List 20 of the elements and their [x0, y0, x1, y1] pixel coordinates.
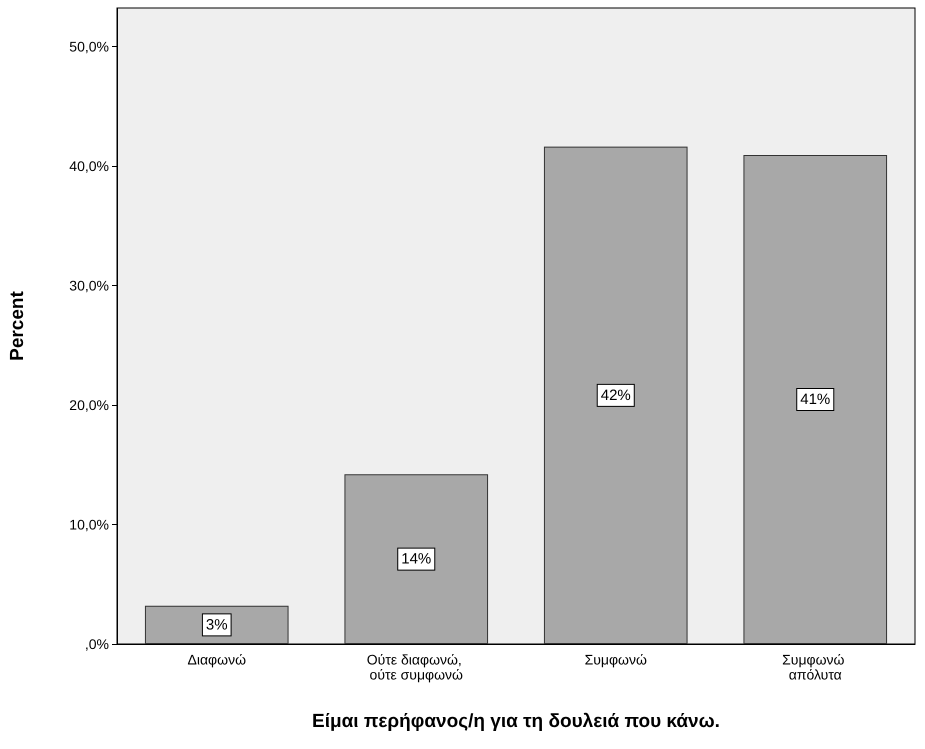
y-axis-title: Percent	[7, 290, 28, 361]
x-axis-title: Είμαι περήφανος/η για τη δουλειά που κάνω.	[312, 711, 720, 732]
y-tick-label: 40,0%	[69, 158, 109, 174]
bar	[144, 606, 289, 644]
y-tick-label: ,0%	[84, 636, 109, 652]
y-tick-label: 10,0%	[69, 516, 109, 532]
y-tick-label: 20,0%	[69, 396, 109, 413]
x-tick-label: Συμφωνώ απόλυτα	[782, 652, 848, 682]
bar	[344, 474, 488, 644]
x-tick-label: Διαφωνώ	[188, 652, 246, 668]
data-label: 42%	[600, 386, 631, 404]
y-tick-label: 50,0%	[69, 38, 109, 54]
bar	[743, 155, 888, 644]
data-label: 3%	[206, 616, 228, 634]
bar	[544, 146, 688, 644]
x-tick-label: Συμφωνώ	[584, 652, 647, 668]
x-tick-label: Ούτε διαφωνώ, ούτε συμφωνώ	[366, 652, 466, 682]
data-label: 14%	[401, 550, 432, 568]
y-tick-label: 30,0%	[69, 277, 109, 294]
data-label: 41%	[800, 391, 830, 408]
